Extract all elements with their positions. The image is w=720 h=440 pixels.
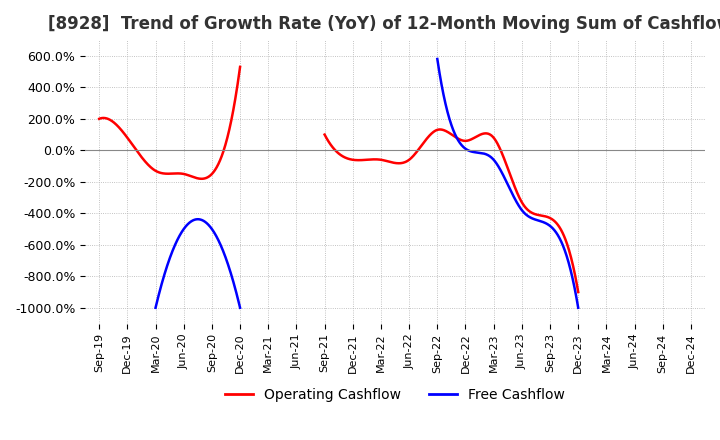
Title: [8928]  Trend of Growth Rate (YoY) of 12-Month Moving Sum of Cashflows: [8928] Trend of Growth Rate (YoY) of 12-… <box>48 15 720 33</box>
Legend: Operating Cashflow, Free Cashflow: Operating Cashflow, Free Cashflow <box>220 382 570 407</box>
